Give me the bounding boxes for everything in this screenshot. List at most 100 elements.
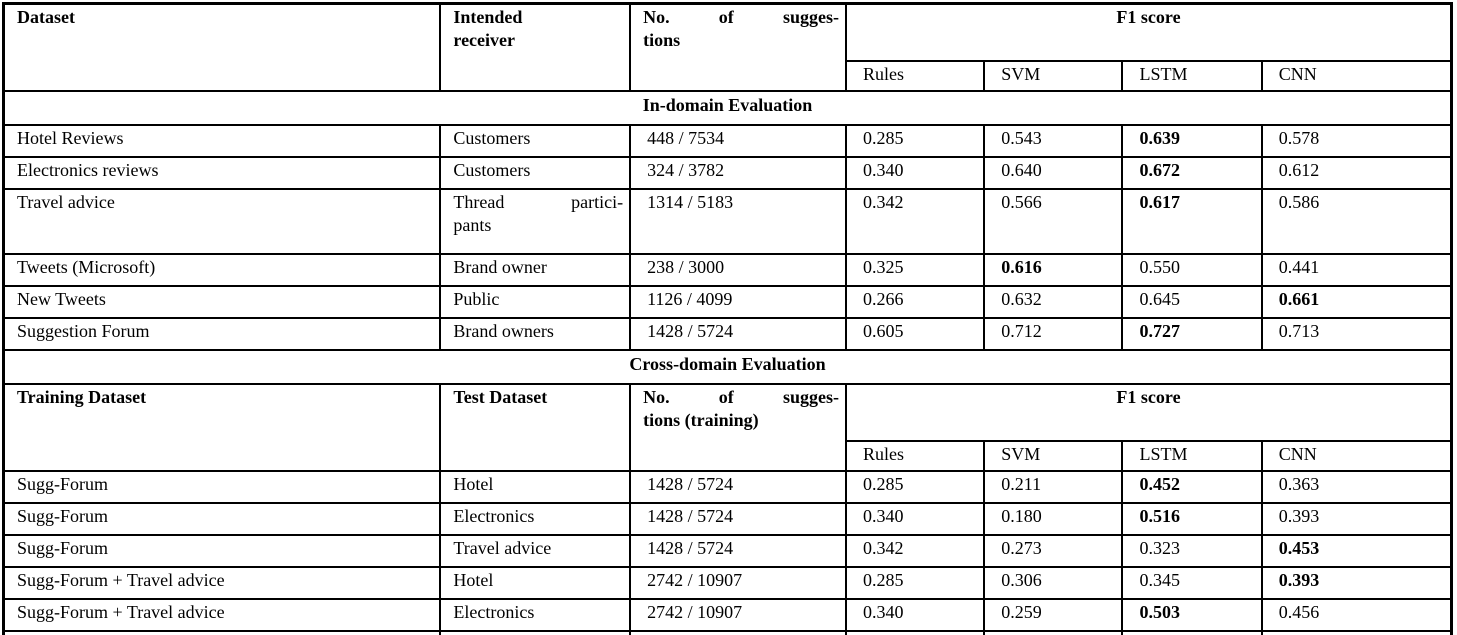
- cell-receiver: Thread partici- pants: [439, 188, 632, 255]
- score-cell-svm: 0.616: [983, 253, 1124, 287]
- table-row: Tweets (Microsoft) Brand owner 238 / 300…: [2, 253, 1453, 287]
- score-cell-cnn: 0.122: [1260, 630, 1453, 635]
- header-line: receiver: [453, 30, 516, 51]
- cell-line: pants: [453, 215, 492, 236]
- score-cell-rules: 0.340: [845, 156, 986, 190]
- col-header-dataset: Dataset: [2, 2, 442, 92]
- section-in-domain: In-domain Evaluation: [2, 90, 1453, 126]
- table-row: Sugg-Forum + Travel advice Hotel 2742 / …: [2, 566, 1453, 600]
- score-cell-lstm: 0.672: [1121, 156, 1263, 190]
- header-line: No. of sugges-: [643, 7, 840, 27]
- cell-training-dataset: Sugg-Forum: [2, 502, 442, 536]
- table-row: Sugg-Forum Electronics 1428 / 5724 0.340…: [2, 502, 1453, 536]
- col-header-intended-receiver: Intended receiver: [439, 2, 632, 92]
- score-cell-cnn: 0.441: [1260, 253, 1453, 287]
- score-cell-lstm: 0.452: [1121, 470, 1263, 504]
- cell-training-dataset: Sugg-Forum: [2, 470, 442, 504]
- cell-suggestions: 324 / 3782: [629, 156, 848, 190]
- score-cell-rules: 0.340: [845, 502, 986, 536]
- cell-suggestions: 448 / 7534: [629, 124, 848, 158]
- score-cell-cnn: 0.453: [1260, 534, 1453, 568]
- cell-dataset: Electronics reviews: [2, 156, 442, 190]
- score-cell-lstm: 0.727: [1121, 317, 1263, 351]
- table-row: Electronics reviews Customers 324 / 3782…: [2, 156, 1453, 190]
- cell-test-dataset: Travel advice: [439, 534, 632, 568]
- table-row: Suggestion Forum Brand owners 1428 / 572…: [2, 317, 1453, 351]
- header-line: tions: [643, 30, 681, 51]
- table-row: New Tweets Microsoft Tweets 1126 / 4099 …: [2, 630, 1453, 635]
- model-header-cnn: CNN: [1260, 60, 1453, 92]
- table-row: Sugg-Forum Travel advice 1428 / 5724 0.3…: [2, 534, 1453, 568]
- score-cell-lstm: 0.550: [1121, 253, 1263, 287]
- header-line: No. of sugges-: [643, 387, 840, 407]
- cell-suggestions: 2742 / 10907: [629, 566, 848, 600]
- score-cell-svm: 0.712: [983, 317, 1124, 351]
- score-cell-cnn: 0.586: [1260, 188, 1453, 255]
- model-header-rules: Rules: [845, 440, 986, 472]
- model-header-row: Rules SVM LSTM CNN: [4, 440, 1453, 472]
- model-header-svm: SVM: [983, 440, 1124, 472]
- cell-receiver: Customers: [439, 156, 632, 190]
- cell-line: Thread partici-: [453, 192, 624, 212]
- score-cell-rules: 0.342: [845, 534, 986, 568]
- score-cell-lstm: 0.323: [1121, 534, 1263, 568]
- header-line: Intended: [453, 7, 523, 27]
- score-cell-cnn: 0.713: [1260, 317, 1453, 351]
- table-row: Sugg-Forum + Travel advice Electronics 2…: [2, 598, 1453, 632]
- cell-training-dataset: Sugg-Forum + Travel advice: [2, 566, 442, 600]
- score-cell-svm: 0.640: [983, 156, 1124, 190]
- col-header-no-of-suggestions-training: No. of sugges- tions (training): [629, 383, 848, 472]
- table-row: Travel advice Thread partici- pants 1314…: [2, 188, 1453, 255]
- score-cell-rules: 0.285: [845, 124, 986, 158]
- score-cell-rules: 0.285: [845, 470, 986, 504]
- cross-domain-header-row: Training Dataset Test Dataset No. of sug…: [2, 383, 1453, 472]
- score-cell-svm: 0.306: [983, 566, 1124, 600]
- col-header-training-dataset: Training Dataset: [2, 383, 442, 472]
- col-header-no-of-suggestions: No. of sugges- tions: [629, 2, 848, 92]
- cell-dataset: Travel advice: [2, 188, 442, 255]
- score-cell-cnn: 0.661: [1260, 285, 1453, 319]
- cell-training-dataset: Sugg-Forum + Travel advice: [2, 598, 442, 632]
- score-cell-svm: 0.632: [983, 285, 1124, 319]
- model-header-svm: SVM: [983, 60, 1124, 92]
- score-cell-cnn: 0.393: [1260, 502, 1453, 536]
- section-title: In-domain Evaluation: [2, 90, 1453, 126]
- cell-suggestions: 1314 / 5183: [629, 188, 848, 255]
- score-cell-svm: 0.180: [983, 502, 1124, 536]
- model-header-lstm: LSTM: [1121, 60, 1263, 92]
- cell-suggestions: 1126 / 4099: [629, 285, 848, 319]
- score-cell-lstm: 0.503: [1121, 598, 1263, 632]
- cell-receiver: Brand owner: [439, 253, 632, 287]
- header-line: tions (training): [643, 410, 759, 431]
- cell-suggestions: 1428 / 5724: [629, 502, 848, 536]
- score-cell-rules: 0.266: [845, 285, 986, 319]
- cell-suggestions: 238 / 3000: [629, 253, 848, 287]
- cell-suggestions: 1126 / 4099: [629, 630, 848, 635]
- table-row: Sugg-Forum Hotel 1428 / 5724 0.285 0.211…: [2, 470, 1453, 504]
- score-cell-lstm: 0.639: [1121, 124, 1263, 158]
- f1-score-header: F1 score: [845, 2, 1453, 62]
- score-cell-svm: 0.117: [983, 630, 1124, 635]
- cell-suggestions: 1428 / 5724: [629, 470, 848, 504]
- cell-suggestions: 2742 / 10907: [629, 598, 848, 632]
- cell-dataset: Hotel Reviews: [2, 124, 442, 158]
- cell-training-dataset: Sugg-Forum: [2, 534, 442, 568]
- score-cell-rules: 0.340: [845, 598, 986, 632]
- score-cell-rules: 0.285: [845, 566, 986, 600]
- score-cell-svm: 0.543: [983, 124, 1124, 158]
- model-header-lstm: LSTM: [1121, 440, 1263, 472]
- cell-test-dataset: Hotel: [439, 566, 632, 600]
- cell-dataset: New Tweets: [2, 285, 442, 319]
- score-cell-lstm: 0.645: [1121, 285, 1263, 319]
- score-cell-cnn: 0.393: [1260, 566, 1453, 600]
- score-cell-lstm: 0.516: [1121, 502, 1263, 536]
- score-cell-rules: 0.325: [845, 253, 986, 287]
- f1-score-header: F1 score: [845, 383, 1453, 442]
- model-header-cnn: CNN: [1260, 440, 1453, 472]
- score-cell-cnn: 0.612: [1260, 156, 1453, 190]
- in-domain-header-row: Dataset Intended receiver No. of sugges-…: [2, 2, 1453, 92]
- cell-test-dataset: Hotel: [439, 470, 632, 504]
- cell-test-dataset: Microsoft Tweets: [439, 630, 632, 635]
- cell-training-dataset: New Tweets: [2, 630, 442, 635]
